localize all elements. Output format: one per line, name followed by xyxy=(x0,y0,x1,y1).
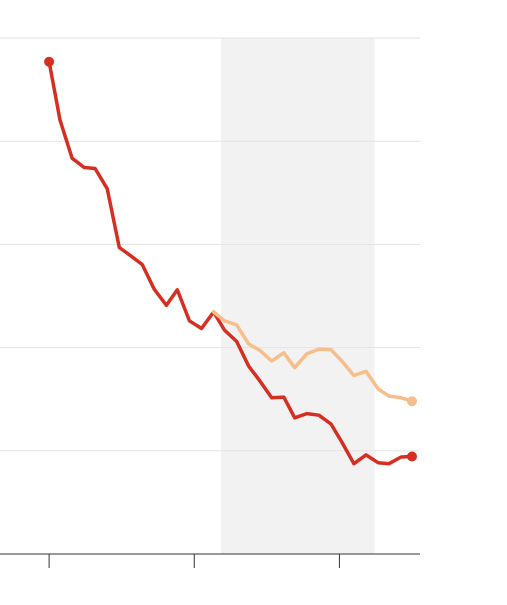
shaded-region xyxy=(220,38,375,554)
series-end-marker-1 xyxy=(407,396,417,407)
series-line-0 xyxy=(47,59,414,466)
series-markers xyxy=(44,56,417,462)
series-lines xyxy=(47,59,414,466)
grid-lines xyxy=(0,37,420,452)
series-start-marker-0 xyxy=(44,56,55,67)
series-end-marker-0 xyxy=(407,451,417,462)
x-axis xyxy=(0,553,420,568)
shaded-period xyxy=(220,38,375,554)
series-line-1 xyxy=(211,310,414,404)
